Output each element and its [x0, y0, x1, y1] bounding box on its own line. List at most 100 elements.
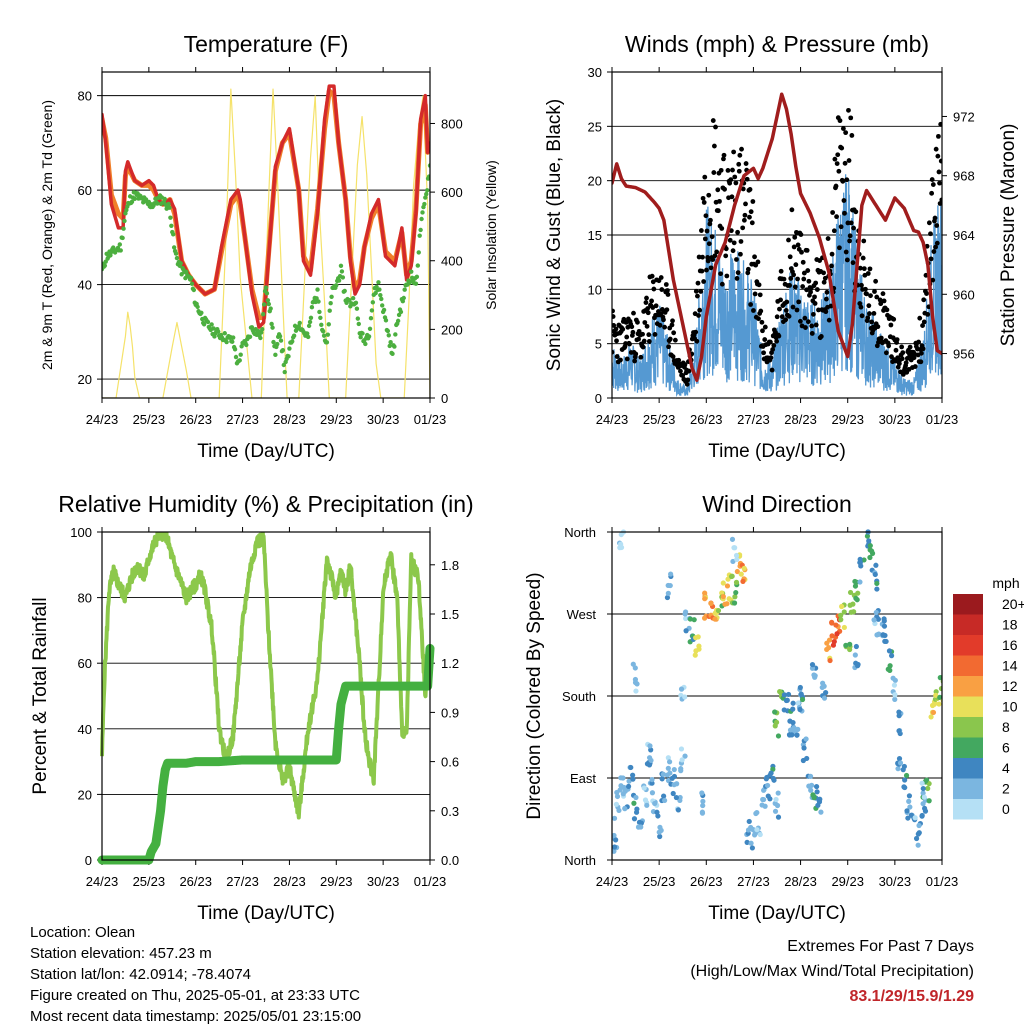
temperature-ytick-right-label: 800 [441, 116, 463, 131]
winds-ylabel: Sonic Wind & Gust (Blue, Black) [544, 99, 565, 371]
wind-direction-point [834, 631, 840, 637]
gust-point [809, 323, 815, 329]
gust-point [835, 152, 841, 158]
wind-direction-point [902, 777, 908, 783]
wind-direction-point [847, 602, 853, 608]
colorbar-label: 4 [1002, 760, 1010, 776]
gust-point [929, 177, 935, 182]
dewpoint-point [273, 352, 278, 358]
wind-direction-point [759, 802, 765, 808]
temperature-plot-area [102, 84, 430, 398]
dewpoint-point [356, 321, 361, 327]
wind-direction-point [741, 565, 747, 571]
gust-point [711, 170, 717, 175]
wind-direction-point [659, 776, 665, 782]
gust-point [920, 346, 926, 352]
gust-point [700, 195, 706, 201]
wind-direction-point [622, 806, 628, 812]
wind-direction-point [699, 790, 705, 796]
dewpoint-point [334, 283, 339, 288]
humidity-xtick-label: 01/23 [414, 874, 447, 889]
gust-point [695, 293, 700, 299]
gust-point [824, 296, 829, 302]
gust-point [731, 240, 737, 246]
temperature-ytick-right-label: 0 [441, 391, 448, 406]
dewpoint-point [191, 287, 197, 293]
gust-point [612, 308, 615, 314]
dewpoint-point [380, 303, 385, 308]
winds-ytick-label: 5 [595, 337, 602, 352]
dewpoint-point [209, 322, 214, 327]
pressure-line [612, 92, 942, 382]
gust-point [837, 118, 843, 124]
wind-direction-point [691, 617, 697, 623]
gust-point [638, 354, 644, 360]
gust-point [813, 322, 819, 328]
wind-direction-point [903, 772, 910, 779]
gust-point [865, 315, 871, 321]
gust-point [747, 214, 752, 220]
dewpoint-point [415, 263, 421, 268]
colorbar-label: 8 [1002, 719, 1010, 735]
gust-point [843, 130, 849, 136]
wind-direction-point [775, 790, 781, 796]
direction-xtick-label: 25/23 [643, 874, 676, 889]
gust-point [635, 319, 640, 325]
humidity-plot-area [97, 532, 435, 865]
dewpoint-point [287, 346, 292, 351]
winds-ytick-label: 0 [595, 391, 602, 406]
gust-point [612, 314, 616, 319]
wind-direction-point [763, 776, 769, 782]
extremes-subtitle: (High/Low/Max Wind/Total Precipitation) [690, 963, 974, 980]
winds-ytick-label: 25 [588, 119, 602, 134]
dewpoint-point [325, 332, 331, 337]
wind-direction-point [864, 533, 871, 539]
wind-direction-point [892, 692, 898, 698]
gust-point [747, 187, 753, 192]
gust-point [646, 338, 652, 344]
gust-point [804, 248, 810, 253]
gust-point [869, 319, 875, 325]
dewpoint-point [275, 341, 280, 347]
gust-point [812, 294, 817, 300]
wind-direction-point [824, 640, 830, 646]
wind-direction-point [874, 580, 880, 587]
gust-point [834, 161, 840, 166]
wind-direction-point [810, 792, 816, 798]
direction-xtick-label: 24/23 [596, 874, 629, 889]
gust-point [850, 260, 856, 266]
gust-point [840, 178, 846, 184]
gust-point [790, 304, 796, 310]
gust-point [848, 115, 854, 121]
gust-point [939, 197, 942, 203]
winds-xtick-label: 24/23 [596, 412, 629, 427]
gust-point [640, 331, 645, 337]
gust-point [717, 198, 722, 204]
wind-direction-point [933, 692, 939, 698]
gust-point [703, 213, 709, 219]
wind-direction-point [682, 609, 689, 615]
dewpoint-point [402, 287, 407, 292]
dewpoint-point [369, 308, 375, 313]
gust-point [614, 354, 620, 359]
gust-point [613, 326, 619, 332]
humidity-xtick-label: 27/23 [226, 874, 259, 889]
dewpoint-point [353, 300, 359, 306]
wind-direction-point [907, 804, 913, 810]
gust-point [794, 307, 800, 313]
gust-point [784, 299, 790, 305]
wind-direction-point [829, 620, 835, 626]
wind-direction-point [661, 793, 667, 799]
wind-direction-point [801, 745, 807, 751]
gust-point [786, 313, 792, 319]
gust-point [872, 289, 877, 294]
wind-direction-point [858, 563, 864, 569]
gust-point [694, 338, 700, 344]
gust-point [841, 198, 847, 203]
humidity-ytick-right-label: 0.6 [441, 755, 459, 770]
wind-direction-point [724, 601, 730, 607]
dewpoint-point [370, 300, 376, 305]
humidity-xtick-label: 26/23 [179, 874, 212, 889]
gust-point [833, 183, 839, 189]
gust-point [797, 318, 803, 324]
